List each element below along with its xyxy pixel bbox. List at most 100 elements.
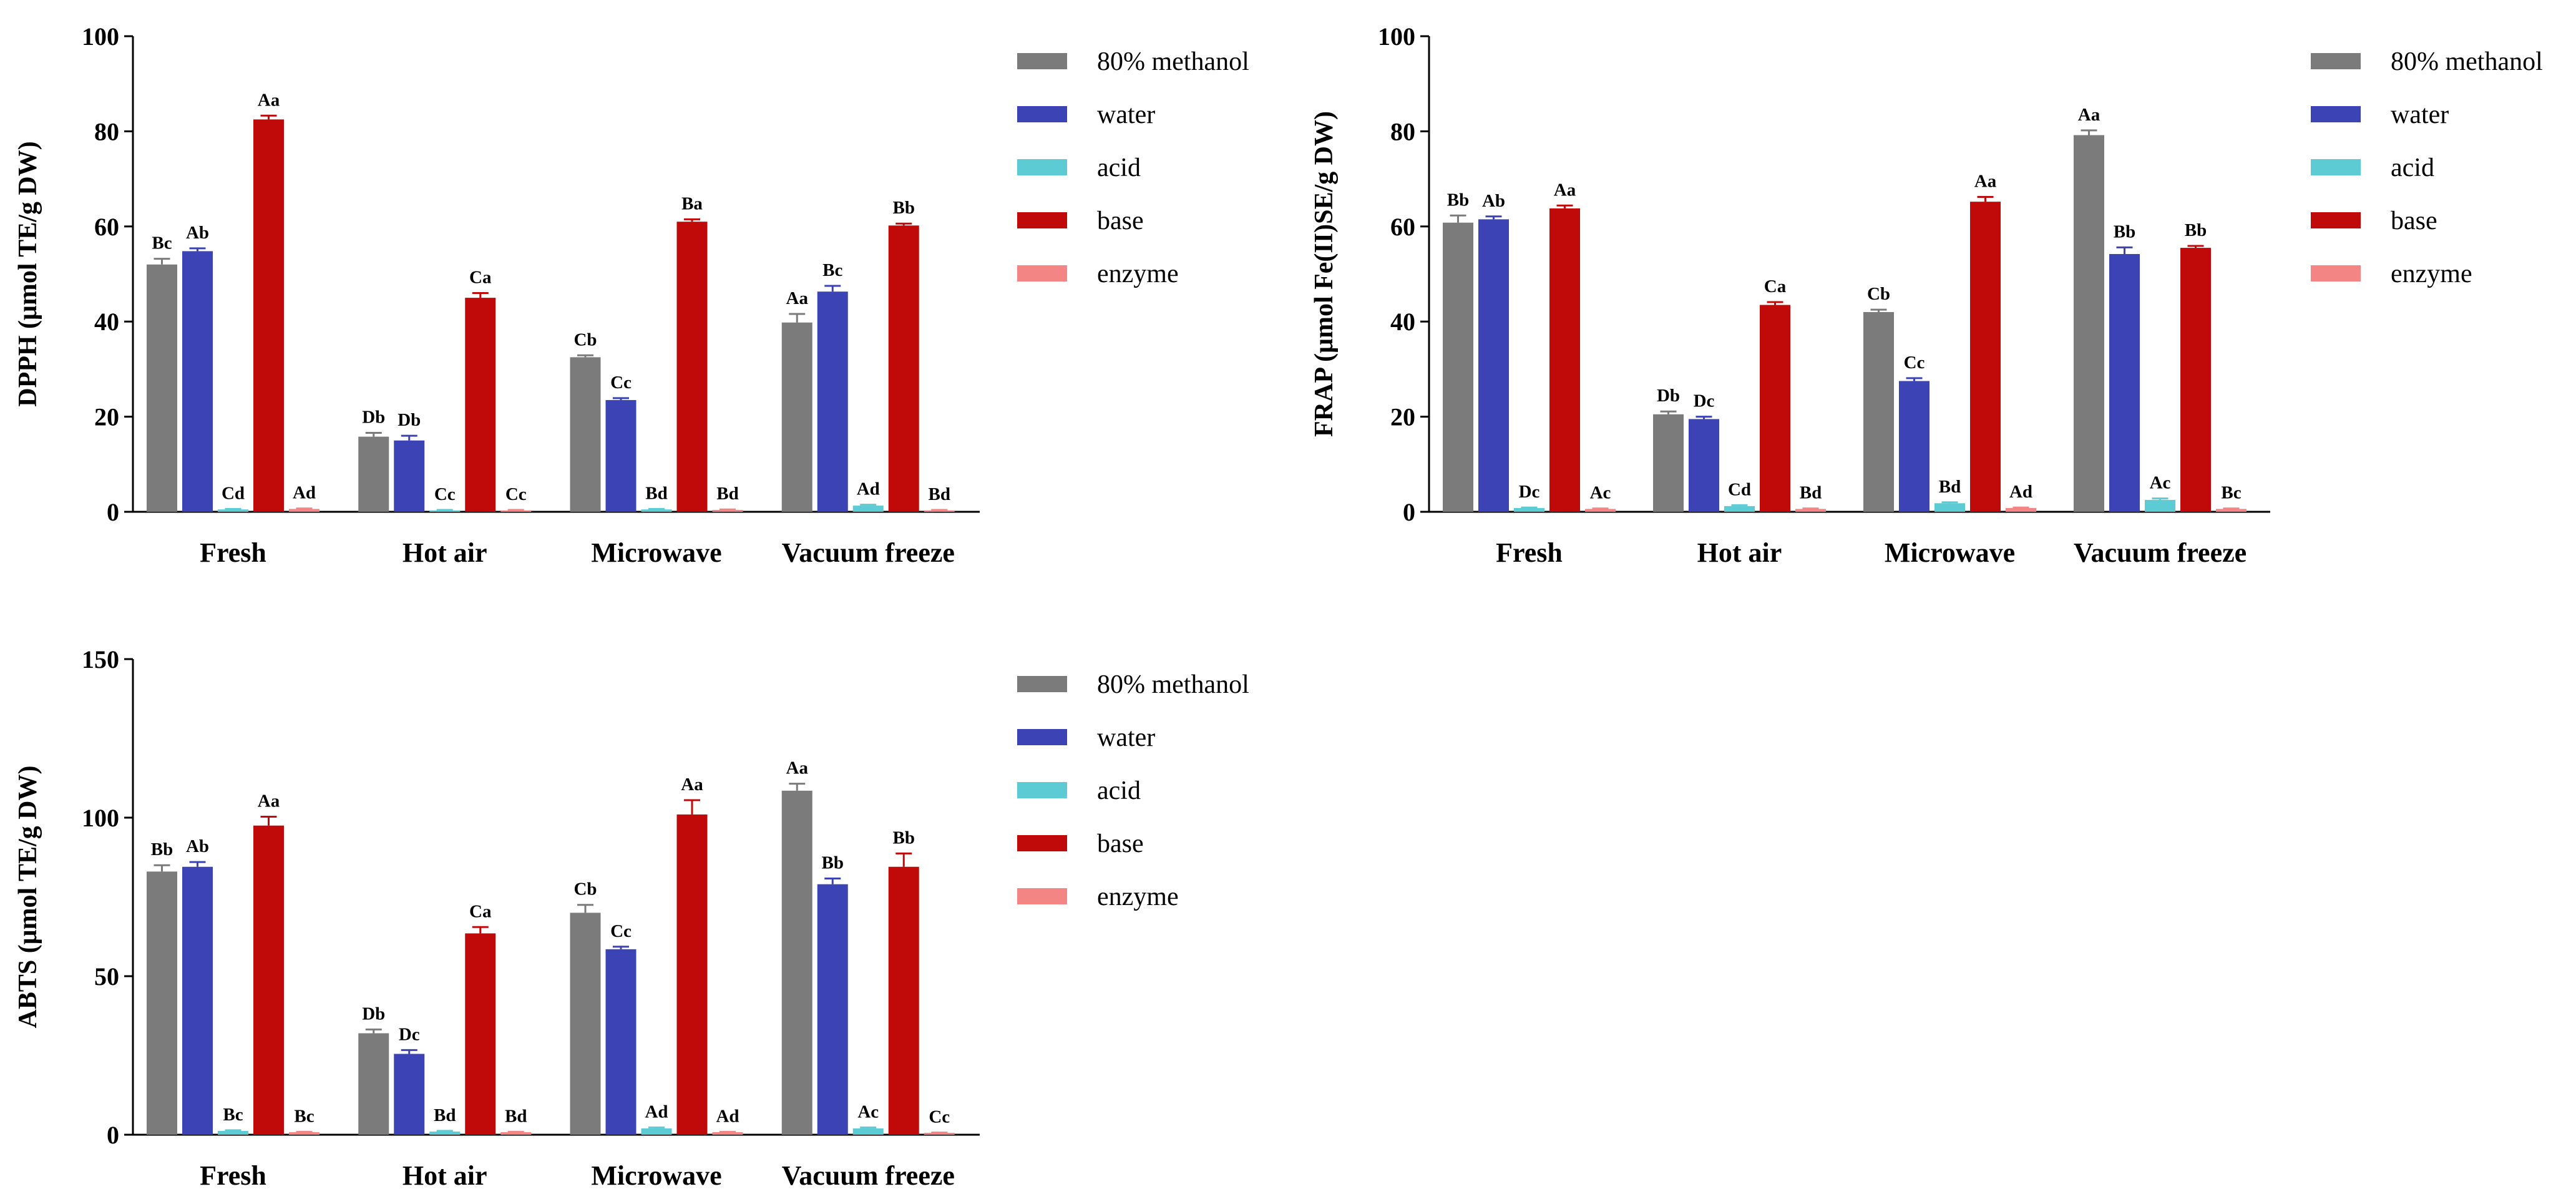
bar-enzyme xyxy=(924,510,955,512)
y-tick-label: 20 xyxy=(94,403,119,431)
legend: 80% methanol water acid base enzyme xyxy=(1017,47,1249,288)
legend-swatch xyxy=(1017,53,1067,69)
legend-label: 80% methanol xyxy=(1097,47,1249,76)
legend-label: water xyxy=(1097,723,1155,752)
bar-80-methanol xyxy=(570,357,601,512)
legend-label: water xyxy=(1097,100,1155,129)
significance-label: Cc xyxy=(505,484,527,504)
bar-acid xyxy=(218,509,248,512)
bar-water xyxy=(2109,253,2140,512)
legend-label: acid xyxy=(2391,154,2434,182)
bar-enzyme xyxy=(2006,507,2036,512)
y-tick-label: 100 xyxy=(82,804,119,832)
significance-label: Cd xyxy=(1728,479,1751,499)
x-category-label: Fresh xyxy=(200,1160,266,1191)
legend-swatch xyxy=(2311,53,2361,69)
significance-label: Cd xyxy=(222,483,245,503)
bar-enzyme xyxy=(1795,509,1826,512)
legend-label: enzyme xyxy=(2391,260,2472,288)
legend-swatch xyxy=(1017,212,1067,228)
bar-enzyme xyxy=(289,509,320,512)
legend-label: acid xyxy=(1097,776,1141,805)
significance-label: Bb xyxy=(151,839,173,859)
significance-label: Dc xyxy=(399,1024,420,1044)
significance-label: Db xyxy=(362,408,385,428)
significance-label: Cc xyxy=(929,1107,950,1127)
y-axis-title: FRAP (μmol Fe(II)SE/g DW) xyxy=(1310,111,1339,437)
y-tick-label: 80 xyxy=(94,117,119,145)
y-axis-title: ABTS (μmol TE/g DW) xyxy=(14,766,42,1029)
legend-label: 80% methanol xyxy=(2391,47,2543,76)
significance-label: Ac xyxy=(857,1102,879,1122)
significance-label: Ba xyxy=(681,193,703,213)
significance-label: Ab xyxy=(186,836,209,856)
legend-swatch xyxy=(2311,212,2361,228)
bar-80-methanol xyxy=(570,913,601,1135)
bar-acid xyxy=(2145,499,2175,512)
x-category-label: Microwave xyxy=(591,537,721,568)
bar-base xyxy=(1970,202,2001,512)
legend-label: base xyxy=(1097,830,1144,858)
bar-water xyxy=(605,949,637,1135)
significance-label: Cc xyxy=(1904,353,1925,373)
legend: 80% methanol water acid base enzyme xyxy=(1017,670,1249,911)
significance-label: Cc xyxy=(610,921,632,941)
bar-80-methanol xyxy=(1863,311,1894,512)
bar-base xyxy=(465,298,496,512)
significance-label: Aa xyxy=(2078,105,2100,125)
bar-enzyme xyxy=(289,1132,320,1135)
significance-label: Bb xyxy=(1447,190,1469,210)
y-tick-label: 0 xyxy=(1403,498,1415,526)
significance-label: Ac xyxy=(1590,483,1611,503)
y-tick-label: 0 xyxy=(107,498,119,526)
bar-80-methanol xyxy=(781,790,812,1135)
bar-80-methanol xyxy=(781,322,812,512)
significance-label: Ad xyxy=(293,483,316,503)
legend-swatch xyxy=(2311,265,2361,281)
significance-label: Aa xyxy=(786,758,809,778)
significance-label: Bd xyxy=(929,484,950,504)
x-category-label: Vacuum freeze xyxy=(782,1160,955,1191)
significance-label: Aa xyxy=(258,90,280,110)
legend-swatch xyxy=(1017,265,1067,281)
y-tick-label: 80 xyxy=(1390,117,1415,145)
significance-label: Bd xyxy=(505,1106,527,1126)
y-tick-label: 60 xyxy=(94,213,119,241)
x-category-label: Microwave xyxy=(1885,537,2015,568)
legend-swatch xyxy=(1017,782,1067,798)
bar-acid xyxy=(641,1128,672,1135)
significance-label: Ab xyxy=(1482,191,1505,211)
x-category-label: Hot air xyxy=(402,537,487,568)
bar-acid xyxy=(1934,503,1965,512)
significance-label: Ad xyxy=(716,1106,739,1126)
significance-label: Aa xyxy=(1974,172,1997,192)
y-tick-label: 20 xyxy=(1390,403,1415,431)
significance-label: Bd xyxy=(434,1105,456,1125)
significance-label: Ad xyxy=(857,479,880,499)
legend-label: 80% methanol xyxy=(1097,670,1249,699)
significance-label: Bc xyxy=(2221,483,2241,503)
significance-label: Aa xyxy=(1554,180,1576,200)
significance-label: Db xyxy=(362,1004,385,1024)
legend-swatch xyxy=(2311,106,2361,122)
bar-80-methanol xyxy=(1443,222,1473,512)
legend-swatch xyxy=(1017,159,1067,175)
bar-enzyme xyxy=(500,1132,532,1135)
significance-label: Cb xyxy=(1867,284,1890,304)
significance-label: Bd xyxy=(716,484,738,504)
bar-80-methanol xyxy=(147,264,177,512)
bar-80-methanol xyxy=(1653,414,1684,512)
bar-water xyxy=(394,440,425,512)
significance-label: Dc xyxy=(1694,391,1715,411)
bar-water xyxy=(394,1054,425,1135)
significance-label: Bb xyxy=(893,198,915,218)
significance-label: Bc xyxy=(223,1105,243,1125)
bar-enzyme xyxy=(2216,509,2247,512)
y-tick-label: 50 xyxy=(94,962,119,991)
x-category-label: Microwave xyxy=(591,1160,721,1191)
legend-swatch xyxy=(1017,676,1067,692)
significance-label: Bc xyxy=(294,1106,314,1126)
bar-base xyxy=(253,825,284,1135)
significance-label: Cc xyxy=(434,484,456,504)
